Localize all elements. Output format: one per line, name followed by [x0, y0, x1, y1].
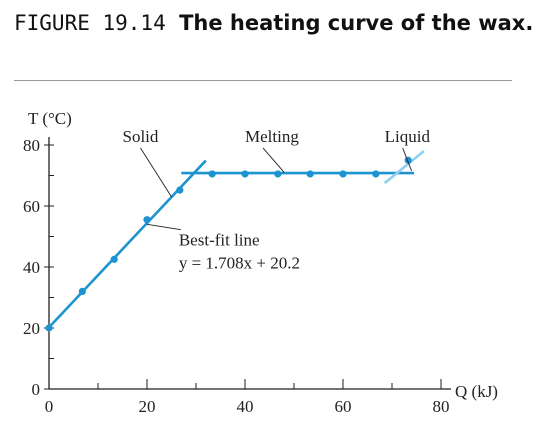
figure-number: FIGURE 19.14	[14, 11, 166, 35]
x-tick-label: 60	[335, 397, 352, 416]
melting-label: Melting	[245, 127, 299, 146]
y-tick-label: 80	[23, 136, 40, 155]
y-tick-label: 60	[23, 197, 40, 216]
x-tick-label: 0	[45, 397, 54, 416]
axes	[48, 137, 451, 390]
data-point	[241, 170, 249, 178]
data-point	[339, 170, 347, 178]
y-tick-label: 40	[23, 258, 40, 277]
data-point	[78, 287, 86, 295]
solid-label-leader	[140, 147, 172, 198]
y-tick-label: 20	[23, 319, 40, 338]
data-point	[176, 186, 184, 194]
data-point	[306, 170, 314, 178]
data-point	[372, 170, 380, 178]
data-point	[143, 216, 151, 224]
liquid-label: Liquid	[385, 127, 431, 146]
solid-label: Solid	[123, 127, 159, 146]
y-tick-label: 0	[32, 380, 41, 399]
best-fit-label-leader	[146, 223, 181, 231]
data-point	[110, 255, 118, 263]
x-tick-label: 20	[139, 397, 156, 416]
best-fit-label: Best-fit line	[179, 231, 260, 250]
x-tick-label: 40	[237, 397, 254, 416]
liquid-extension-line	[383, 150, 425, 185]
data-point	[45, 324, 53, 332]
melting-label-leader	[262, 147, 285, 173]
liquid-label-leader	[402, 147, 413, 172]
tick-marks: 0 20 40 60 80 0 20 40 60 80	[23, 136, 450, 416]
annotations: Solid Melting Liquid Best-fit line y = 1.708…	[123, 127, 431, 273]
data-point	[208, 170, 216, 178]
x-axis-label: Q (kJ)	[455, 382, 498, 401]
figure-title: The heating curve of the wax.	[179, 11, 534, 35]
x-tick-label: 80	[433, 397, 450, 416]
caption-divider	[14, 80, 512, 81]
figure-caption: FIGURE 19.14 The heating curve of the wa…	[14, 6, 534, 40]
data-point	[274, 170, 282, 178]
y-axis-label: T (°C)	[28, 109, 72, 128]
data-points	[45, 156, 412, 332]
best-fit-equation: y = 1.708x + 20.2	[179, 254, 300, 273]
